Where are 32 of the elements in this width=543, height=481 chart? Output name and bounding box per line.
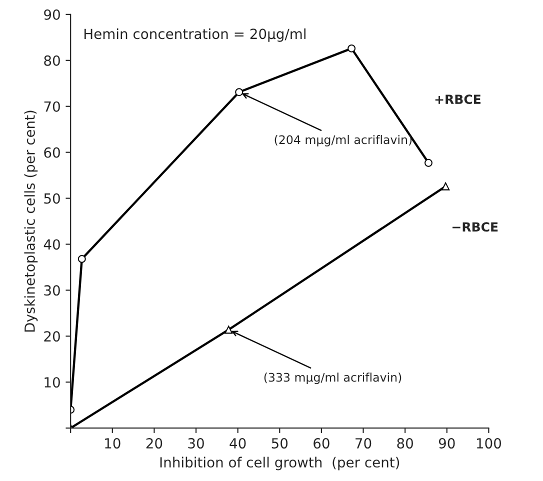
y-tick-label: 40: [44, 239, 60, 250]
x-axis-title: Inhibition of cell growth (per cent): [160, 456, 400, 470]
point: [424, 158, 432, 167]
y-tick-label: 30: [44, 285, 60, 296]
point: [78, 254, 86, 263]
point: [348, 44, 356, 52]
annotation: Hemin concentration = 20μg/ml: [84, 28, 306, 42]
point: [442, 182, 450, 190]
y-tick-label: 10: [44, 377, 60, 388]
annotation: (204 mμg/ml acriflavin): [274, 135, 412, 146]
x-tick-label: 70: [356, 438, 372, 449]
y-tick-label: 20: [44, 331, 60, 342]
x-tick-label: 50: [272, 438, 288, 449]
x-tick-label: 20: [146, 438, 162, 449]
annotation: (333 mμg/ml acriflavin): [264, 372, 402, 384]
x-tick-label: 80: [397, 438, 413, 449]
y-tick-label: 90: [44, 9, 60, 20]
x-tick-label: 60: [314, 438, 330, 449]
point: [235, 88, 244, 96]
text: +RBCE: [435, 94, 480, 104]
x-tick-label: 90: [438, 438, 455, 449]
y-tick-label: 60: [44, 147, 60, 158]
x-tick-label: 10: [105, 438, 120, 449]
x-tick-label: 100: [476, 438, 502, 449]
x-tick-label: 30: [188, 438, 204, 449]
y-axis-title: Dyskinetoplastic cells (per cent): [24, 110, 38, 332]
point: [224, 326, 233, 334]
y-tick-label: 70: [44, 101, 60, 112]
x-tick-label: 40: [230, 438, 246, 449]
y-tick-label: 80: [44, 55, 60, 66]
text: −RBCE: [452, 222, 498, 232]
y-tick-label: 50: [44, 193, 60, 204]
